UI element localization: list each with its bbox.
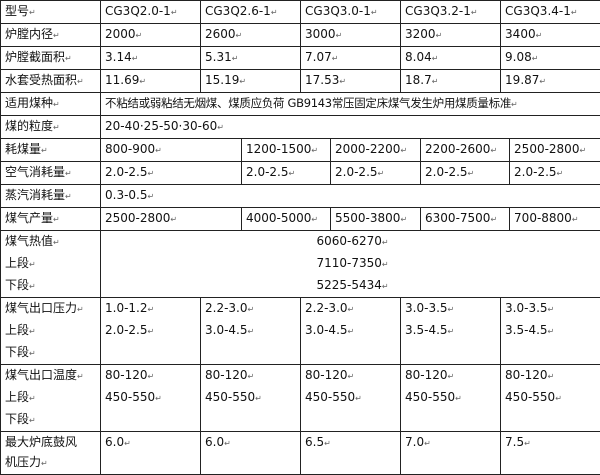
cell: 80-120450-550 — [501, 365, 600, 432]
row-label: 空气消耗量 — [1, 162, 101, 185]
row-label: 炉膛截面积 — [1, 47, 101, 70]
row-coal-type: 适用煤种 不粘结或弱粘结无烟煤、煤质应负荷 GB9143常压固定床煤气发生炉用煤… — [1, 93, 600, 116]
row-coal-size: 煤的粒度 20-40·25-50·30-60 — [1, 116, 600, 139]
cell: 11.69 — [101, 70, 201, 93]
cell: CG3Q3.0-1 — [301, 1, 401, 24]
cell: 6.0 — [101, 432, 201, 475]
cell: 2.2-3.03.0-4.5 — [201, 298, 301, 365]
row-label: 炉膛内径 — [1, 24, 101, 47]
cell: 2000-2200 — [331, 139, 421, 162]
cell: 6300-7500 — [421, 208, 510, 231]
cell: CG3Q3.2-1 — [401, 1, 501, 24]
cell: 17.53 — [301, 70, 401, 93]
cell: 2.0-2.5 — [421, 162, 510, 185]
cell: 5.31 — [201, 47, 301, 70]
cell: 3000 — [301, 24, 401, 47]
row-label: 最大炉底鼓风机压力 — [1, 432, 101, 475]
cell: 80-120450-550 — [201, 365, 301, 432]
row-water-jacket: 水套受热面积 11.69 15.19 17.53 18.7 19.87 — [1, 70, 600, 93]
cell: 3200 — [401, 24, 501, 47]
cell: 15.19 — [201, 70, 301, 93]
cell: 6.0 — [201, 432, 301, 475]
cell: 2.2-3.03.0-4.5 — [301, 298, 401, 365]
cell: 4000-5000 — [242, 208, 331, 231]
cell: 不粘结或弱粘结无烟煤、煤质应负荷 GB9143常压固定床煤气发生炉用煤质量标准 — [101, 93, 600, 116]
cell: 2200-2600 — [421, 139, 510, 162]
row-label: 煤气产量 — [1, 208, 101, 231]
row-cross-section: 炉膛截面积 3.14 5.31 7.07 8.04 9.08 — [1, 47, 600, 70]
row-label: 煤气出口温度上段下段 — [1, 365, 101, 432]
cell: 700-8800 — [510, 208, 600, 231]
cell: 6060-62707110-73505225-5434 — [101, 231, 600, 298]
row-label: 型号 — [1, 1, 101, 24]
cell: 2.0-2.5 — [510, 162, 600, 185]
cell: 5500-3800 — [331, 208, 421, 231]
row-label: 煤气出口压力上段下段 — [1, 298, 101, 365]
cell: 3.14 — [101, 47, 201, 70]
row-label: 适用煤种 — [1, 93, 101, 116]
row-label: 煤的粒度 — [1, 116, 101, 139]
cell: 7.5 — [501, 432, 600, 475]
row-steam-consumption: 蒸汽消耗量 0.3-0.5 — [1, 185, 600, 208]
row-label: 水套受热面积 — [1, 70, 101, 93]
cell: 2500-2800 — [510, 139, 600, 162]
cell: 1200-1500 — [242, 139, 331, 162]
cell: 9.08 — [501, 47, 600, 70]
row-label: 煤气热值上段下段 — [1, 231, 101, 298]
cell: 7.07 — [301, 47, 401, 70]
cell: 3400 — [501, 24, 600, 47]
cell: CG3Q3.4-1 — [501, 1, 600, 24]
row-air-consumption: 空气消耗量 2.0-2.5 2.0-2.5 2.0-2.5 2.0-2.5 2.… — [1, 162, 600, 185]
row-model: 型号 CG3Q2.0-1 CG3Q2.6-1 CG3Q3.0-1 CG3Q3.2… — [1, 1, 600, 24]
cell: 2.0-2.5 — [101, 162, 242, 185]
cell: 80-120450-550 — [301, 365, 401, 432]
row-label: 蒸汽消耗量 — [1, 185, 101, 208]
cell: 3.0-3.53.5-4.5 — [401, 298, 501, 365]
row-inner-diameter: 炉膛内径 2000 2600 3000 3200 3400 — [1, 24, 600, 47]
row-coal-consumption: 耗煤量 800-900 1200-1500 2000-2200 2200-260… — [1, 139, 600, 162]
cell: 19.87 — [501, 70, 600, 93]
cell: 20-40·25-50·30-60 — [101, 116, 600, 139]
cell: 80-120450-550 — [101, 365, 201, 432]
cell: 6.5 — [301, 432, 401, 475]
cell: 8.04 — [401, 47, 501, 70]
cell: 800-900 — [101, 139, 242, 162]
cell: 2.0-2.5 — [242, 162, 331, 185]
cell: 2600 — [201, 24, 301, 47]
row-heat-value: 煤气热值上段下段 6060-62707110-73505225-5434 — [1, 231, 600, 298]
row-outlet-pressure: 煤气出口压力上段下段 1.0-1.22.0-2.5 2.2-3.03.0-4.5… — [1, 298, 600, 365]
cell: 3.0-3.53.5-4.5 — [501, 298, 600, 365]
cell: 18.7 — [401, 70, 501, 93]
cell: 0.3-0.5 — [101, 185, 600, 208]
row-label: 耗煤量 — [1, 139, 101, 162]
cell: 2.0-2.5 — [331, 162, 421, 185]
cell: 7.0 — [401, 432, 501, 475]
row-gas-output: 煤气产量 2500-2800 4000-5000 5500-3800 6300-… — [1, 208, 600, 231]
cell: 80-120450-550 — [401, 365, 501, 432]
cell: 2000 — [101, 24, 201, 47]
row-outlet-temperature: 煤气出口温度上段下段 80-120450-550 80-120450-550 8… — [1, 365, 600, 432]
cell: 2500-2800 — [101, 208, 242, 231]
cell: CG3Q2.0-1 — [101, 1, 201, 24]
cell: CG3Q2.6-1 — [201, 1, 301, 24]
cell: 1.0-1.22.0-2.5 — [101, 298, 201, 365]
